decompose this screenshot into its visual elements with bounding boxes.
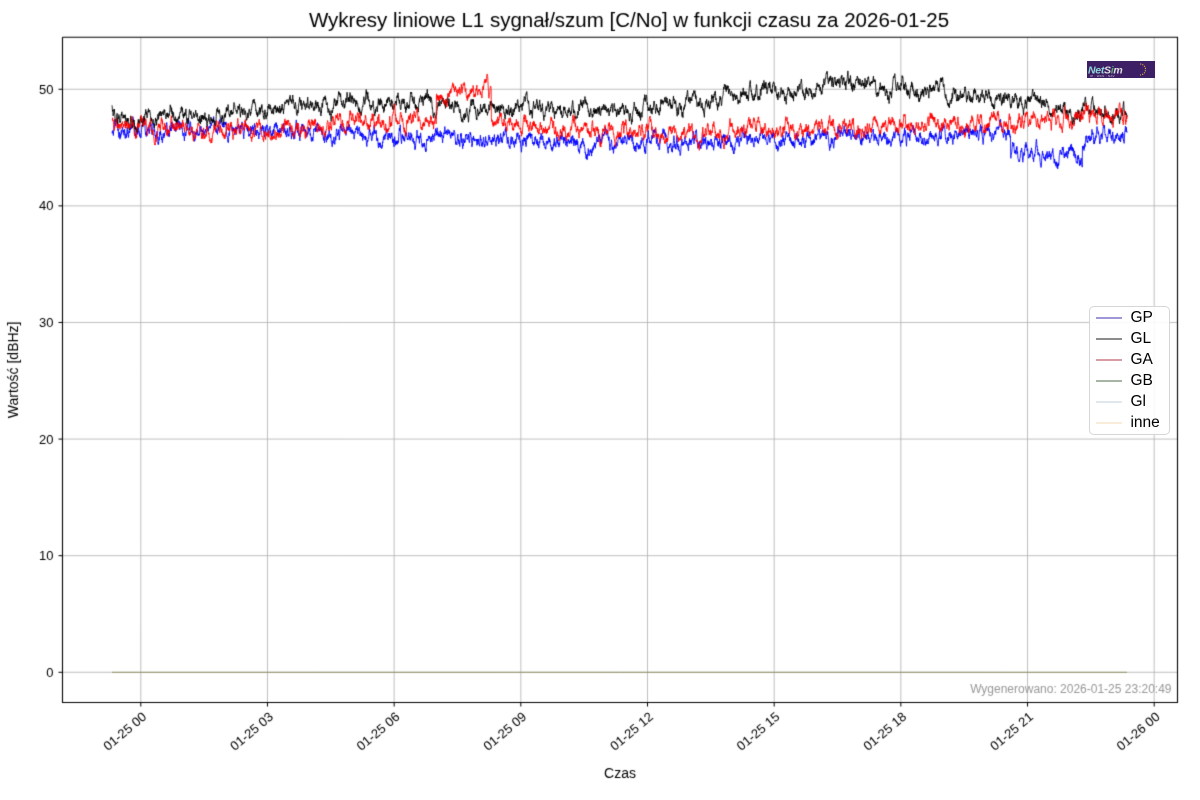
svg-text:IP : WAN : NAV: IP : WAN : NAV	[1090, 74, 1115, 78]
